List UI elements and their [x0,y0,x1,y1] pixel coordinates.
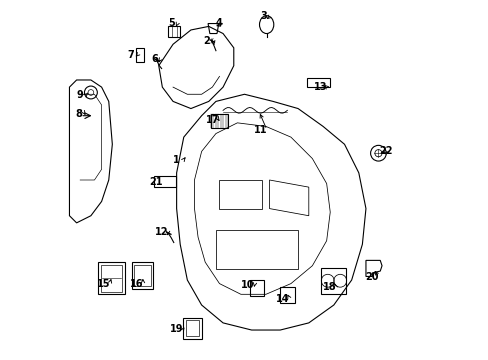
Text: 22: 22 [378,147,391,157]
Text: 18: 18 [322,282,336,292]
Text: 20: 20 [365,272,378,282]
Text: 17: 17 [205,115,219,125]
Text: 5: 5 [167,18,174,28]
Text: 16: 16 [130,279,143,289]
Text: 10: 10 [241,280,254,291]
Text: 7: 7 [127,50,134,60]
Text: 19: 19 [169,324,183,334]
Text: 15: 15 [97,279,110,289]
Text: 11: 11 [253,125,267,135]
Text: 3: 3 [260,11,267,21]
Text: 13: 13 [313,82,326,92]
Text: 2: 2 [203,36,210,46]
Text: 6: 6 [151,54,158,64]
Text: 8: 8 [75,109,81,119]
Text: 21: 21 [149,177,163,187]
Text: 1: 1 [173,156,180,165]
Text: 4: 4 [215,18,222,28]
Text: 14: 14 [276,294,289,303]
Text: 12: 12 [155,227,168,237]
Text: 9: 9 [76,90,82,100]
